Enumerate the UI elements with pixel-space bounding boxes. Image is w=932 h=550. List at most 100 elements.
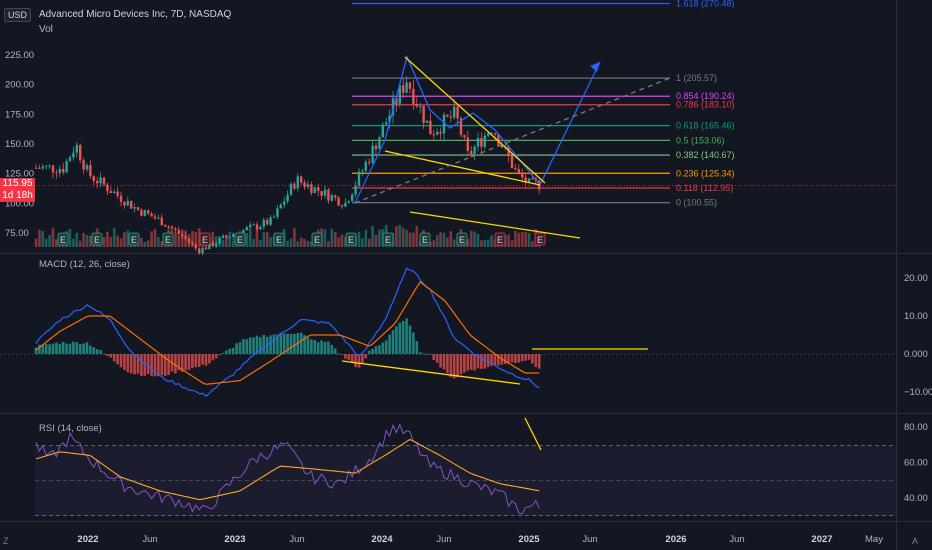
trendline-upper-wedge[interactable] — [404, 56, 546, 184]
rsi-title[interactable]: RSI (14, close) — [39, 423, 102, 434]
candle-body — [293, 183, 296, 189]
macd-title[interactable]: MACD (12, 26, close) — [39, 259, 130, 270]
volume-bar — [401, 227, 405, 247]
macd-histogram-bar — [486, 354, 490, 367]
time-axis-label: 2025 — [518, 534, 540, 545]
candle-body — [493, 133, 497, 135]
macd-histogram-bar — [473, 354, 476, 371]
candle-body — [378, 137, 381, 150]
time-axis[interactable]: 2022 Jun 2023 Jun 2024 Jun 2025 Jun 2026 Jun 2027 M… — [77, 534, 883, 545]
candle-body — [442, 114, 446, 134]
volume-bar — [89, 235, 92, 247]
volume-bar — [269, 237, 272, 247]
price-axis[interactable]: 225.00 200.00 175.00 150.00 125.00 100.00 75.0… — [5, 50, 34, 239]
trendline-volume[interactable] — [409, 211, 581, 239]
macd-axis[interactable]: 20.00 10.00 0.000 −10.00 — [904, 273, 932, 398]
candle-body — [232, 234, 235, 237]
last-price-badge: 115.95 1d 18h — [0, 178, 35, 202]
fibonacci-retracement[interactable]: 1.618 (270.48)1 (205.57)0.854 (190.24)0.… — [352, 0, 735, 208]
earnings-marker-label: E — [237, 235, 243, 245]
volume-bar — [116, 235, 119, 247]
macd-histogram-bar — [116, 354, 119, 365]
earnings-marker-box[interactable] — [382, 232, 394, 246]
candle-body — [177, 229, 180, 235]
volume-bar — [303, 238, 306, 247]
macd-histogram-bar — [231, 347, 235, 354]
volume-bar — [480, 240, 483, 247]
macd-histogram-bar — [272, 334, 276, 354]
auto-scale-icon[interactable]: A — [912, 536, 919, 546]
macd-histogram-bar — [146, 354, 150, 374]
trendline-rsi[interactable] — [524, 417, 542, 451]
macd-histogram-bar — [330, 344, 334, 354]
macd-histogram-bar — [112, 354, 116, 362]
earnings-marker-box[interactable] — [234, 232, 246, 246]
earnings-marker-box[interactable] — [273, 232, 285, 246]
trendline-lower-wedge[interactable] — [384, 150, 541, 186]
candle-body — [521, 172, 524, 178]
earnings-marker-box[interactable] — [162, 232, 174, 246]
earnings-marker-box[interactable] — [311, 232, 323, 246]
time-axis-label: 2023 — [224, 534, 245, 545]
earnings-marker-box[interactable] — [456, 232, 468, 246]
candle-body — [65, 161, 68, 173]
time-axis-label: Jun — [289, 534, 304, 545]
volume-bar — [177, 236, 181, 247]
zoom-reset-icon[interactable]: Z — [3, 536, 9, 546]
volume-bar — [157, 236, 160, 247]
currency-badge[interactable]: USD — [4, 8, 32, 22]
candle-body — [92, 176, 95, 181]
earnings-marker-box[interactable] — [128, 232, 140, 246]
candle-body — [208, 242, 211, 250]
macd-histogram-bar — [44, 343, 48, 354]
earnings-marker-box[interactable] — [199, 232, 211, 246]
macd-histogram-bar — [367, 350, 371, 354]
candle-body — [167, 226, 170, 228]
volume-bar — [357, 231, 361, 247]
macd-histogram-bar — [531, 354, 534, 364]
earnings-marker-box[interactable] — [419, 232, 431, 246]
volume-bar — [228, 231, 232, 247]
volume-bar — [524, 232, 527, 247]
macd-histogram-bar — [75, 342, 79, 354]
macd-histogram-bar — [211, 354, 215, 361]
volume-bar — [398, 224, 402, 247]
time-axis-label: May — [865, 534, 883, 545]
macd-histogram-bar — [418, 352, 422, 354]
drawings[interactable] — [0, 55, 896, 239]
trendline-macd-lower[interactable] — [341, 360, 521, 385]
earnings-marker-box[interactable] — [494, 232, 506, 246]
earnings-marker-box[interactable] — [534, 232, 546, 246]
symbol-title[interactable]: Advanced Micro Devices Inc, 7D, NASDAQ — [39, 9, 232, 20]
volume-label[interactable]: Vol — [39, 24, 53, 35]
candle-body — [62, 168, 65, 173]
volume-bar — [48, 235, 51, 247]
projection-path-line[interactable] — [354, 55, 601, 204]
macd-histogram-bar — [208, 354, 211, 364]
volume-bar — [310, 241, 313, 247]
macd-histogram-bar — [133, 354, 136, 375]
candle-body — [320, 191, 323, 196]
candle-body — [368, 161, 371, 163]
volume-bar — [109, 236, 113, 247]
trendline-dashed-channel[interactable] — [354, 77, 671, 204]
macd-histogram-bar — [333, 348, 337, 354]
candle-body — [283, 201, 286, 205]
macd-histogram-bar — [371, 348, 374, 354]
earnings-marker-box[interactable] — [57, 232, 69, 246]
candle-body — [269, 217, 272, 225]
rsi-axis[interactable]: 80.00 60.00 40.00 — [904, 422, 928, 504]
candle-body — [147, 210, 150, 214]
volume-bar — [337, 237, 340, 247]
candle-body — [198, 248, 201, 254]
earnings-marker-box[interactable] — [345, 232, 357, 246]
macd-histogram-bar — [252, 337, 255, 354]
volume-bar — [507, 234, 510, 247]
macd-histogram-bar — [140, 354, 143, 376]
macd-histogram-bar — [344, 354, 347, 359]
earnings-marker-box[interactable] — [91, 232, 103, 246]
volume-bar — [361, 238, 364, 247]
macd-line — [35, 267, 540, 397]
